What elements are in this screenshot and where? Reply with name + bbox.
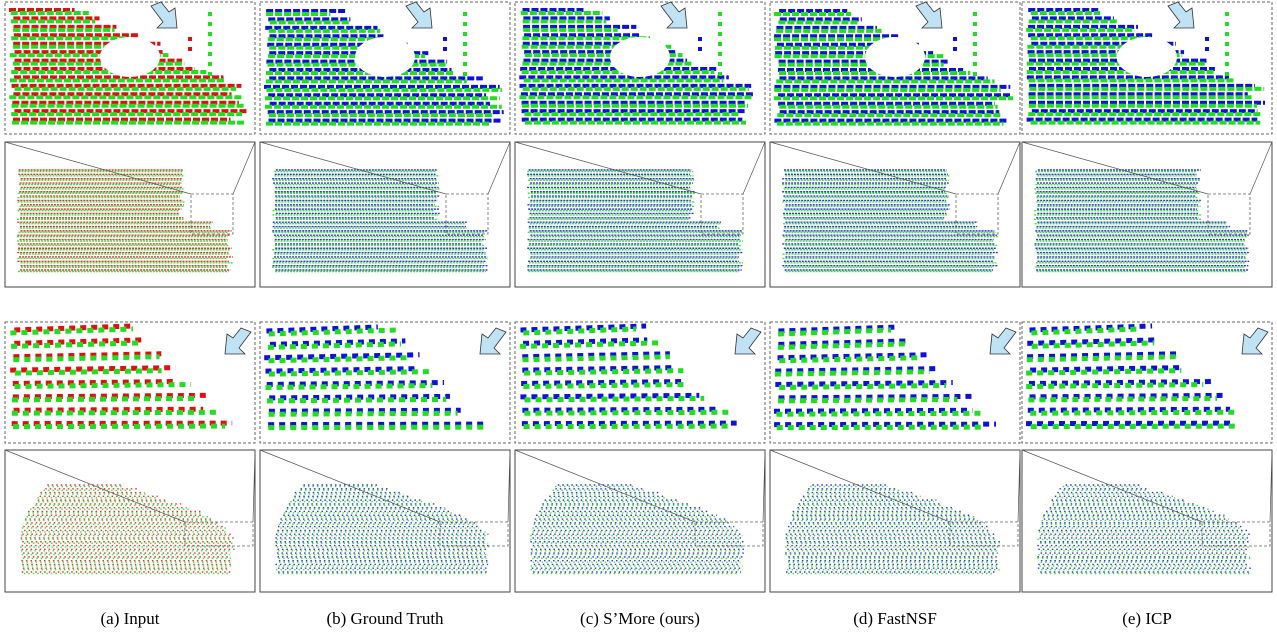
- zoom-panel: [260, 2, 510, 134]
- zoom-panel: [515, 322, 765, 443]
- page: (a) Input (b) Ground Truth (c) S’More (our…: [0, 0, 1277, 636]
- zoom-panel: [5, 322, 255, 443]
- full-border: [770, 450, 1020, 592]
- full-panel: [1022, 142, 1272, 287]
- caption: (c) S’More (ours): [580, 609, 700, 628]
- full-panel: [5, 450, 255, 592]
- full-panel: [770, 142, 1020, 287]
- figure: (a) Input (b) Ground Truth (c) S’More (our…: [0, 0, 1277, 636]
- point-row: [12, 398, 197, 400]
- hole: [865, 37, 925, 77]
- zoom-panel: [260, 322, 510, 443]
- zoom-panel: [1022, 322, 1272, 443]
- point-row: [524, 371, 683, 374]
- full-border: [1022, 450, 1272, 592]
- caption: (a) Input: [100, 609, 159, 628]
- point-row: [12, 423, 232, 424]
- zoom-panel: [5, 2, 255, 134]
- caption: (d) FastNSF: [853, 609, 937, 628]
- full-panel: [1022, 450, 1272, 592]
- full-panel: [5, 142, 255, 287]
- hole: [610, 37, 670, 77]
- full-panel: [260, 142, 510, 287]
- hole: [355, 37, 415, 77]
- caption: (e) ICP: [1122, 609, 1172, 628]
- point-row: [774, 424, 996, 425]
- point-row: [264, 355, 419, 358]
- zoom-panel: [770, 2, 1020, 134]
- hole: [100, 37, 160, 77]
- hole: [1117, 37, 1177, 77]
- zoom-panel: [1022, 2, 1272, 134]
- full-panel: [260, 450, 510, 592]
- caption: (b) Ground Truth: [326, 609, 444, 628]
- full-panel: [770, 450, 1020, 592]
- full-panel: [515, 142, 765, 287]
- zoom-panel: [770, 322, 1020, 443]
- point-row: [269, 372, 430, 375]
- full-panel: [515, 450, 765, 592]
- zoom-panel: [515, 2, 765, 134]
